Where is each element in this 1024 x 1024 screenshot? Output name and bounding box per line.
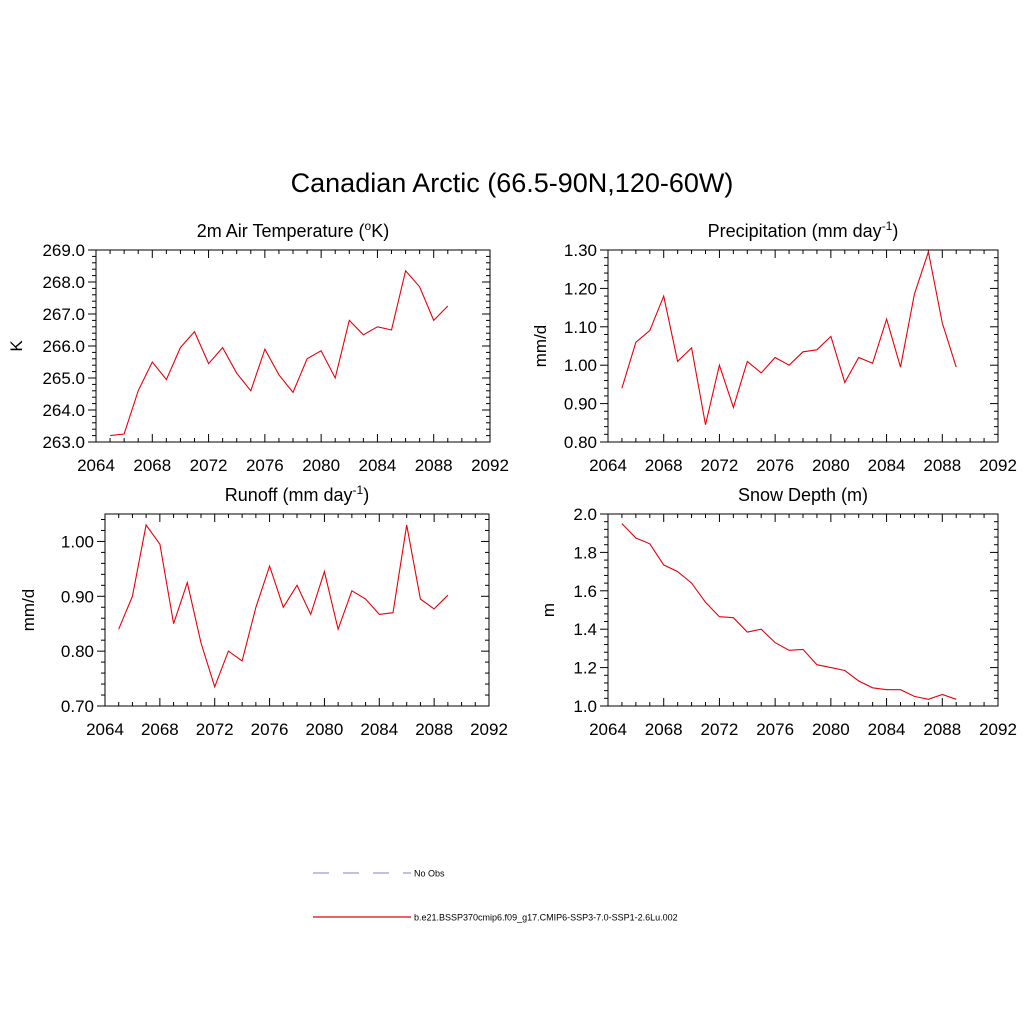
panel-title: Runoff (mm day-1) xyxy=(225,483,369,505)
plot-frame xyxy=(607,249,999,443)
y-tick-label: 1.0 xyxy=(573,697,597,716)
panel-title: 2m Air Temperature (oK) xyxy=(197,219,389,241)
x-tick-label: 2076 xyxy=(756,720,794,739)
legend: No Obs b.e21.BSSP370cmip6.f09_g17.CMIP6-S… xyxy=(313,869,678,923)
x-tick-label: 2092 xyxy=(979,456,1017,475)
series-line xyxy=(110,269,449,437)
panel-title-main: Precipitation (mm day xyxy=(708,221,882,241)
x-tick-label: 2084 xyxy=(868,720,906,739)
series-line xyxy=(118,523,449,689)
x-tick-label: 2064 xyxy=(77,456,115,475)
y-tick-label: 263.0 xyxy=(42,433,85,452)
y-tick-label: 0.90 xyxy=(564,395,597,414)
x-tick-label: 2092 xyxy=(471,456,509,475)
panel-1: 2064 2068 2072 2076 2080 2084 2088 2092 263.0 264… xyxy=(7,219,509,475)
x-tick-label: 2072 xyxy=(190,456,228,475)
y-tick-label: 0.70 xyxy=(61,697,94,716)
x-tick-label: 2064 xyxy=(589,720,627,739)
x-tick-label: 2088 xyxy=(923,720,961,739)
x-tick-label: 2072 xyxy=(701,720,739,739)
x-tick-label: 2080 xyxy=(812,720,850,739)
y-tick-label: 1.2 xyxy=(573,659,597,678)
x-tick-label: 2084 xyxy=(359,456,397,475)
panel-title: Snow Depth (m) xyxy=(738,485,868,505)
y-tick-label: 1.10 xyxy=(564,318,597,337)
panel-title: Precipitation (mm day-1) xyxy=(708,219,899,241)
y-tick-label: 1.8 xyxy=(573,543,597,562)
panel-4: 2064 2068 2072 2076 2080 2084 2088 2092 1.0 1.2 1.… xyxy=(539,485,1017,739)
panel-title-main: Runoff (mm day xyxy=(225,485,353,505)
x-tick-label: 2092 xyxy=(979,720,1017,739)
y-tick-label: 1.30 xyxy=(564,241,597,260)
x-tick-label: 2068 xyxy=(645,456,683,475)
x-tick-label: 2080 xyxy=(306,720,344,739)
x-tick-label: 2064 xyxy=(589,456,627,475)
y-tick-label: 0.80 xyxy=(61,642,94,661)
x-tick-label: 2068 xyxy=(133,456,171,475)
x-tick-label: 2076 xyxy=(246,456,284,475)
panel-title-tail: ) xyxy=(363,485,369,505)
panel-title-superscript: -1 xyxy=(353,483,364,497)
y-axis-label: mm/d xyxy=(531,325,550,368)
panel-3: 2064 2068 2072 2076 2080 2084 2088 2092 0.70 0.80… xyxy=(19,483,508,739)
y-tick-label: 1.4 xyxy=(573,620,597,639)
x-tick-label: 2080 xyxy=(812,456,850,475)
panel-title-superscript: -1 xyxy=(882,219,893,233)
plot-frame xyxy=(95,249,491,443)
y-tick-label: 265.0 xyxy=(42,369,85,388)
y-tick-label: 1.20 xyxy=(564,279,597,298)
y-tick-label: 269.0 xyxy=(42,241,85,260)
figure-title: Canadian Arctic (66.5-90N,120-60W) xyxy=(290,168,734,198)
panel-title-main: 2m Air Temperature ( xyxy=(197,221,365,241)
y-tick-label: 0.90 xyxy=(61,587,94,606)
x-tick-label: 2076 xyxy=(251,720,289,739)
y-tick-label: 266.0 xyxy=(42,337,85,356)
plot-frame xyxy=(104,513,490,707)
y-tick-label: 1.6 xyxy=(573,582,597,601)
x-tick-label: 2064 xyxy=(86,720,124,739)
y-axis-label: m xyxy=(539,603,558,617)
panel-title-main: Snow Depth (m) xyxy=(738,485,868,505)
x-tick-label: 2068 xyxy=(141,720,179,739)
x-tick-label: 2092 xyxy=(470,720,508,739)
series-line xyxy=(621,249,957,425)
y-tick-label: 268.0 xyxy=(42,273,85,292)
x-tick-label: 2084 xyxy=(360,720,398,739)
legend-label-run: b.e21.BSSP370cmip6.f09_g17.CMIP6-SSP3-7.… xyxy=(414,913,678,923)
y-axis-label: K xyxy=(7,340,26,352)
x-tick-label: 2068 xyxy=(645,720,683,739)
y-tick-label: 264.0 xyxy=(42,401,85,420)
y-tick-label: 1.00 xyxy=(61,532,94,551)
legend-label-no-obs: No Obs xyxy=(414,869,445,879)
x-tick-label: 2088 xyxy=(415,720,453,739)
series-line xyxy=(621,523,957,700)
panel-2: 2064 2068 2072 2076 2080 2084 2088 2092 0.80 0.90… xyxy=(531,219,1017,475)
plot-frame xyxy=(607,513,999,707)
y-tick-label: 0.80 xyxy=(564,433,597,452)
panel-title-superscript: o xyxy=(365,219,372,233)
x-tick-label: 2084 xyxy=(868,456,906,475)
x-tick-label: 2080 xyxy=(302,456,340,475)
y-axis-label: mm/d xyxy=(19,589,38,632)
y-tick-label: 1.00 xyxy=(564,356,597,375)
x-tick-label: 2088 xyxy=(415,456,453,475)
y-tick-label: 2.0 xyxy=(573,505,597,524)
x-tick-label: 2072 xyxy=(196,720,234,739)
x-tick-label: 2076 xyxy=(756,456,794,475)
panel-title-tail: ) xyxy=(892,221,898,241)
x-tick-label: 2072 xyxy=(701,456,739,475)
x-tick-label: 2088 xyxy=(923,456,961,475)
y-tick-label: 267.0 xyxy=(42,305,85,324)
panel-title-tail: K) xyxy=(371,221,389,241)
